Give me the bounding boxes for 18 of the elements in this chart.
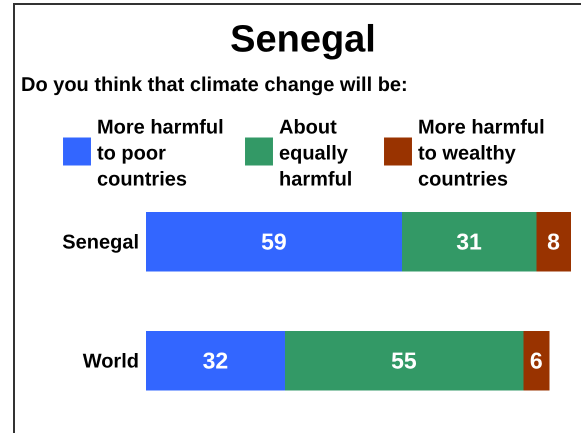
data-label: 32 — [202, 348, 228, 374]
data-label: 31 — [456, 228, 482, 254]
bar — [284, 330, 524, 390]
legend-label: More harmful to poor countries — [97, 116, 224, 190]
bar — [146, 212, 402, 272]
data-label: 8 — [547, 228, 560, 254]
bar — [536, 212, 571, 272]
legend-label: More harmful to wealthy countries — [418, 116, 545, 190]
chart-title: Senegal — [230, 18, 376, 61]
chart-subtitle: Do you think that climate change will be: — [21, 74, 408, 96]
data-label: 6 — [530, 348, 543, 374]
bar — [523, 330, 550, 390]
data-label: 55 — [391, 348, 417, 374]
y-tick-label: World — [82, 350, 139, 372]
legend-label: About equally harmful — [279, 116, 352, 190]
bar — [402, 212, 536, 272]
bar — [146, 330, 285, 390]
data-label: 59 — [261, 228, 287, 254]
